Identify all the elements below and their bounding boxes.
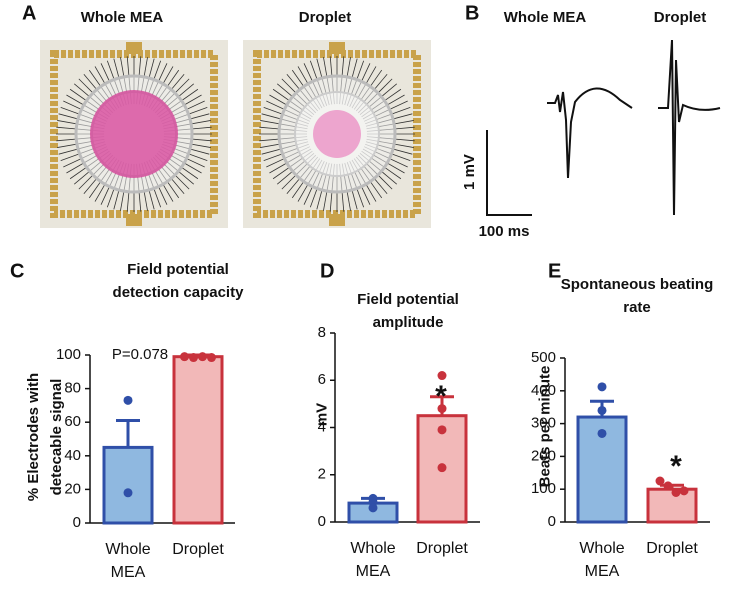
contact (126, 214, 142, 226)
bar (646, 487, 698, 524)
trace (547, 87, 633, 179)
y-tick-label: 60 (64, 413, 81, 430)
y-axis-label: % Electrodes with detecable signal (25, 372, 65, 502)
data-point (663, 481, 673, 491)
y-tick-label: 20 (64, 480, 81, 497)
chart-title: Field potential detection capacity (112, 261, 244, 301)
x-tick-label: Whole MEA (105, 541, 151, 581)
y-axis-label: mV (313, 402, 331, 426)
y-tick-label: 200 (531, 447, 556, 464)
trace-label: Droplet (654, 9, 707, 26)
trace-label: Whole MEA (504, 9, 587, 26)
droplet (313, 110, 361, 158)
panel-letter: E (548, 260, 561, 282)
contact (329, 42, 345, 54)
chart-title: Field potential amplitude (357, 291, 459, 331)
data-point (671, 487, 681, 497)
y-tick-label: 2 (318, 466, 326, 483)
scale-label: 100 ms (479, 223, 530, 240)
bar (102, 445, 154, 525)
trace (658, 39, 721, 216)
data-point (123, 395, 133, 405)
data-point (189, 353, 198, 363)
x-tick-label: Droplet (646, 540, 698, 557)
data-point (198, 352, 207, 362)
x-tick-label: Whole MEA (350, 540, 396, 580)
data-point (679, 486, 689, 496)
annotation: * (670, 450, 682, 483)
contact (329, 214, 345, 226)
scale-bar (486, 130, 532, 216)
y-tick-label: 100 (531, 480, 556, 497)
data-point (207, 353, 216, 363)
droplet (90, 90, 178, 178)
photo-label: Droplet (299, 9, 352, 26)
data-point (437, 371, 447, 381)
data-point (368, 503, 378, 513)
y-tick-label: 4 (318, 418, 326, 435)
data-point (180, 352, 189, 362)
panel-letter: A (22, 2, 36, 24)
x-tick-label: Droplet (172, 541, 224, 558)
y-tick-label: 80 (64, 380, 81, 397)
chart-title: Spontaneous beating rate (560, 276, 714, 316)
y-tick-label: 400 (531, 382, 556, 399)
panel-letter: C (10, 260, 24, 282)
annotation: P=0.078 (112, 346, 168, 363)
data-point (437, 404, 447, 414)
data-point (597, 382, 607, 392)
y-tick-label: 500 (531, 349, 556, 366)
data-point (437, 425, 447, 435)
y-tick-label: 40 (64, 447, 81, 464)
data-point (437, 463, 447, 473)
y-tick-label: 6 (318, 371, 326, 388)
panel-letter: D (320, 260, 334, 282)
error-bar (116, 419, 140, 448)
y-tick-label: 0 (548, 513, 556, 530)
y-tick-label: 100 (56, 346, 81, 363)
x-tick-label: Droplet (416, 540, 468, 557)
photo-label: Whole MEA (81, 9, 164, 26)
data-point (655, 476, 665, 486)
y-tick-label: 8 (318, 324, 326, 341)
data-point (597, 428, 607, 438)
y-tick-label: 0 (73, 514, 81, 531)
data-point (123, 488, 133, 498)
annotation: * (435, 380, 447, 413)
contact (126, 42, 142, 54)
x-tick-label: Whole MEA (579, 540, 625, 580)
data-point (597, 405, 607, 415)
y-tick-label: 300 (531, 415, 556, 432)
panel-letter: B (465, 2, 479, 24)
scale-label: 1 mV (461, 154, 478, 190)
y-axis-label: Beats per minute (536, 365, 554, 488)
y-tick-label: 0 (318, 513, 326, 530)
bar (172, 355, 224, 525)
